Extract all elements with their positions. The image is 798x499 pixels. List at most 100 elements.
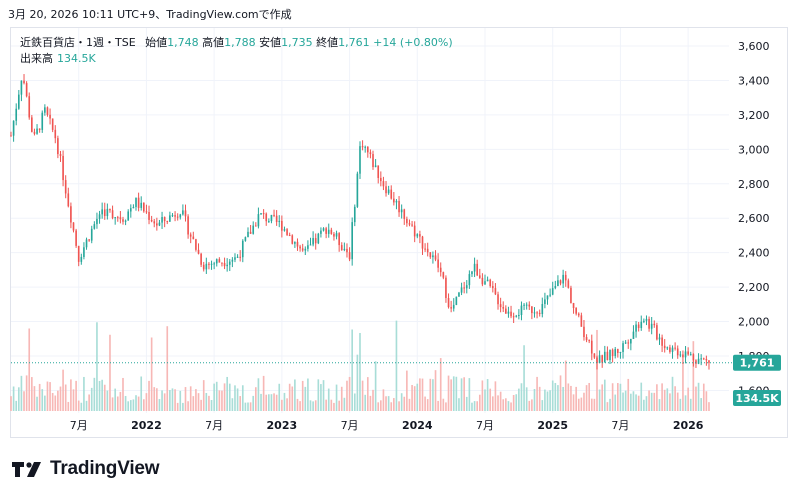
candle-body xyxy=(676,348,679,356)
candle-body xyxy=(382,181,385,187)
volume-bar xyxy=(682,362,684,411)
candle-body xyxy=(603,351,606,363)
candle-body xyxy=(304,248,307,251)
volume-bar xyxy=(77,400,80,411)
volume-bar xyxy=(489,388,492,411)
volume-bar xyxy=(380,400,382,411)
candle-body xyxy=(129,208,132,212)
volume-bar xyxy=(486,379,489,411)
volume-bar xyxy=(622,392,624,411)
volume-bar xyxy=(252,395,255,411)
volume-bar xyxy=(580,397,583,411)
candle-body xyxy=(432,255,434,258)
candle-body xyxy=(148,211,150,220)
candle-body xyxy=(49,114,51,119)
volume-bar xyxy=(531,399,533,411)
open-label: 始値 xyxy=(145,36,168,49)
volume-bar xyxy=(114,388,116,411)
candle-body xyxy=(546,295,549,300)
volume-bar xyxy=(17,387,20,411)
candle-body xyxy=(176,216,179,218)
volume-bar xyxy=(351,329,353,411)
candle-body xyxy=(577,313,580,316)
candle-body xyxy=(473,263,476,272)
volume-bar xyxy=(499,391,502,411)
candle-body xyxy=(398,200,400,213)
candle-body xyxy=(187,216,189,235)
candle-body xyxy=(465,285,468,289)
candle-body xyxy=(296,241,299,247)
candle-body xyxy=(62,155,64,181)
volume-bar xyxy=(41,389,44,411)
volume-bar xyxy=(643,399,645,411)
candle-body xyxy=(320,230,322,234)
volume-bar xyxy=(533,389,536,411)
volume-bar xyxy=(356,354,359,411)
x-axis[interactable]: 7月 2022 7月 2023 7月 2024 7月 2025 7月 2026 xyxy=(70,419,704,432)
candle-body xyxy=(10,135,12,137)
candle-body xyxy=(340,245,343,251)
candle-body xyxy=(333,233,335,237)
candle-body xyxy=(174,215,176,217)
volume-bar xyxy=(551,380,554,411)
volume-bar xyxy=(54,395,57,411)
chart-frame[interactable] xyxy=(10,27,788,438)
volume-bar xyxy=(705,391,708,411)
candle-body xyxy=(291,235,294,244)
volume-bar xyxy=(455,376,458,411)
volume-bar xyxy=(697,382,700,411)
volume-bar xyxy=(140,376,143,411)
volume-bar xyxy=(62,369,64,411)
candle-body xyxy=(88,239,90,241)
candle-body xyxy=(494,288,497,295)
volume-bar xyxy=(656,384,658,411)
y-axis[interactable]: 3,600 3,400 3,200 3,000 2,800 2,600 2,400 2,200… xyxy=(738,40,770,397)
candle-body xyxy=(254,225,257,227)
volume-bar xyxy=(338,400,340,411)
candle-body xyxy=(80,256,83,262)
candle-body xyxy=(528,304,531,307)
candle-body xyxy=(588,340,590,342)
candle-body xyxy=(627,342,630,344)
candle-body xyxy=(450,307,452,309)
tradingview-logo[interactable]: TradingView xyxy=(12,458,160,480)
candle-body xyxy=(192,236,195,240)
volume-bar xyxy=(385,396,387,411)
candle-body xyxy=(114,217,116,219)
volume-bar xyxy=(200,399,202,411)
candle-body xyxy=(601,355,604,363)
volume-bar xyxy=(343,397,346,411)
volume-bar xyxy=(476,401,479,411)
volume-bar xyxy=(25,375,28,411)
volume-bar xyxy=(590,398,593,411)
volume-label[interactable]: 出来高 xyxy=(20,52,53,65)
candle-body xyxy=(23,80,25,84)
volume-bar xyxy=(174,389,176,411)
volume-bar xyxy=(426,399,429,411)
candle-body xyxy=(505,308,507,314)
candle-body xyxy=(551,288,554,295)
volume-bar xyxy=(653,392,656,411)
volume-bar xyxy=(299,401,301,411)
symbol-label[interactable]: 近鉄百貨店・1週・TSE xyxy=(20,36,136,49)
volume-bar xyxy=(153,387,156,411)
legend-volume-row: 出来高 134.5K xyxy=(20,51,453,67)
candle-body xyxy=(481,277,484,285)
candle-body xyxy=(364,146,367,148)
candle-body xyxy=(93,224,96,229)
volume-bar xyxy=(564,360,567,411)
volume-bar xyxy=(369,395,372,411)
candle-body xyxy=(351,222,353,260)
x-tick-label: 7月 xyxy=(70,419,88,432)
volume-bar xyxy=(137,396,140,411)
x-tick-label: 2025 xyxy=(537,419,568,432)
candle-body xyxy=(275,215,278,223)
volume-bar xyxy=(585,385,588,411)
candle-body xyxy=(205,263,208,270)
candle-body xyxy=(643,320,645,322)
volume-bar xyxy=(10,396,12,411)
candle-body xyxy=(455,296,458,305)
volume-bar xyxy=(544,389,546,411)
candle-body xyxy=(697,358,700,364)
